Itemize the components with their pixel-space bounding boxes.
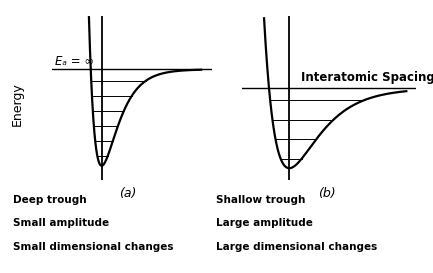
Text: Large dimensional changes: Large dimensional changes — [216, 242, 378, 252]
Text: (a): (a) — [119, 187, 136, 200]
Text: Energy: Energy — [11, 82, 24, 126]
Text: Interatomic Spacing, a: Interatomic Spacing, a — [301, 71, 433, 84]
Text: Small dimensional changes: Small dimensional changes — [13, 242, 174, 252]
Text: Eₐ = ∞: Eₐ = ∞ — [55, 55, 94, 68]
Text: Deep trough: Deep trough — [13, 195, 87, 205]
Text: Small amplitude: Small amplitude — [13, 218, 109, 229]
Text: (b): (b) — [318, 187, 336, 200]
Text: Large amplitude: Large amplitude — [216, 218, 313, 229]
Text: Shallow trough: Shallow trough — [216, 195, 306, 205]
